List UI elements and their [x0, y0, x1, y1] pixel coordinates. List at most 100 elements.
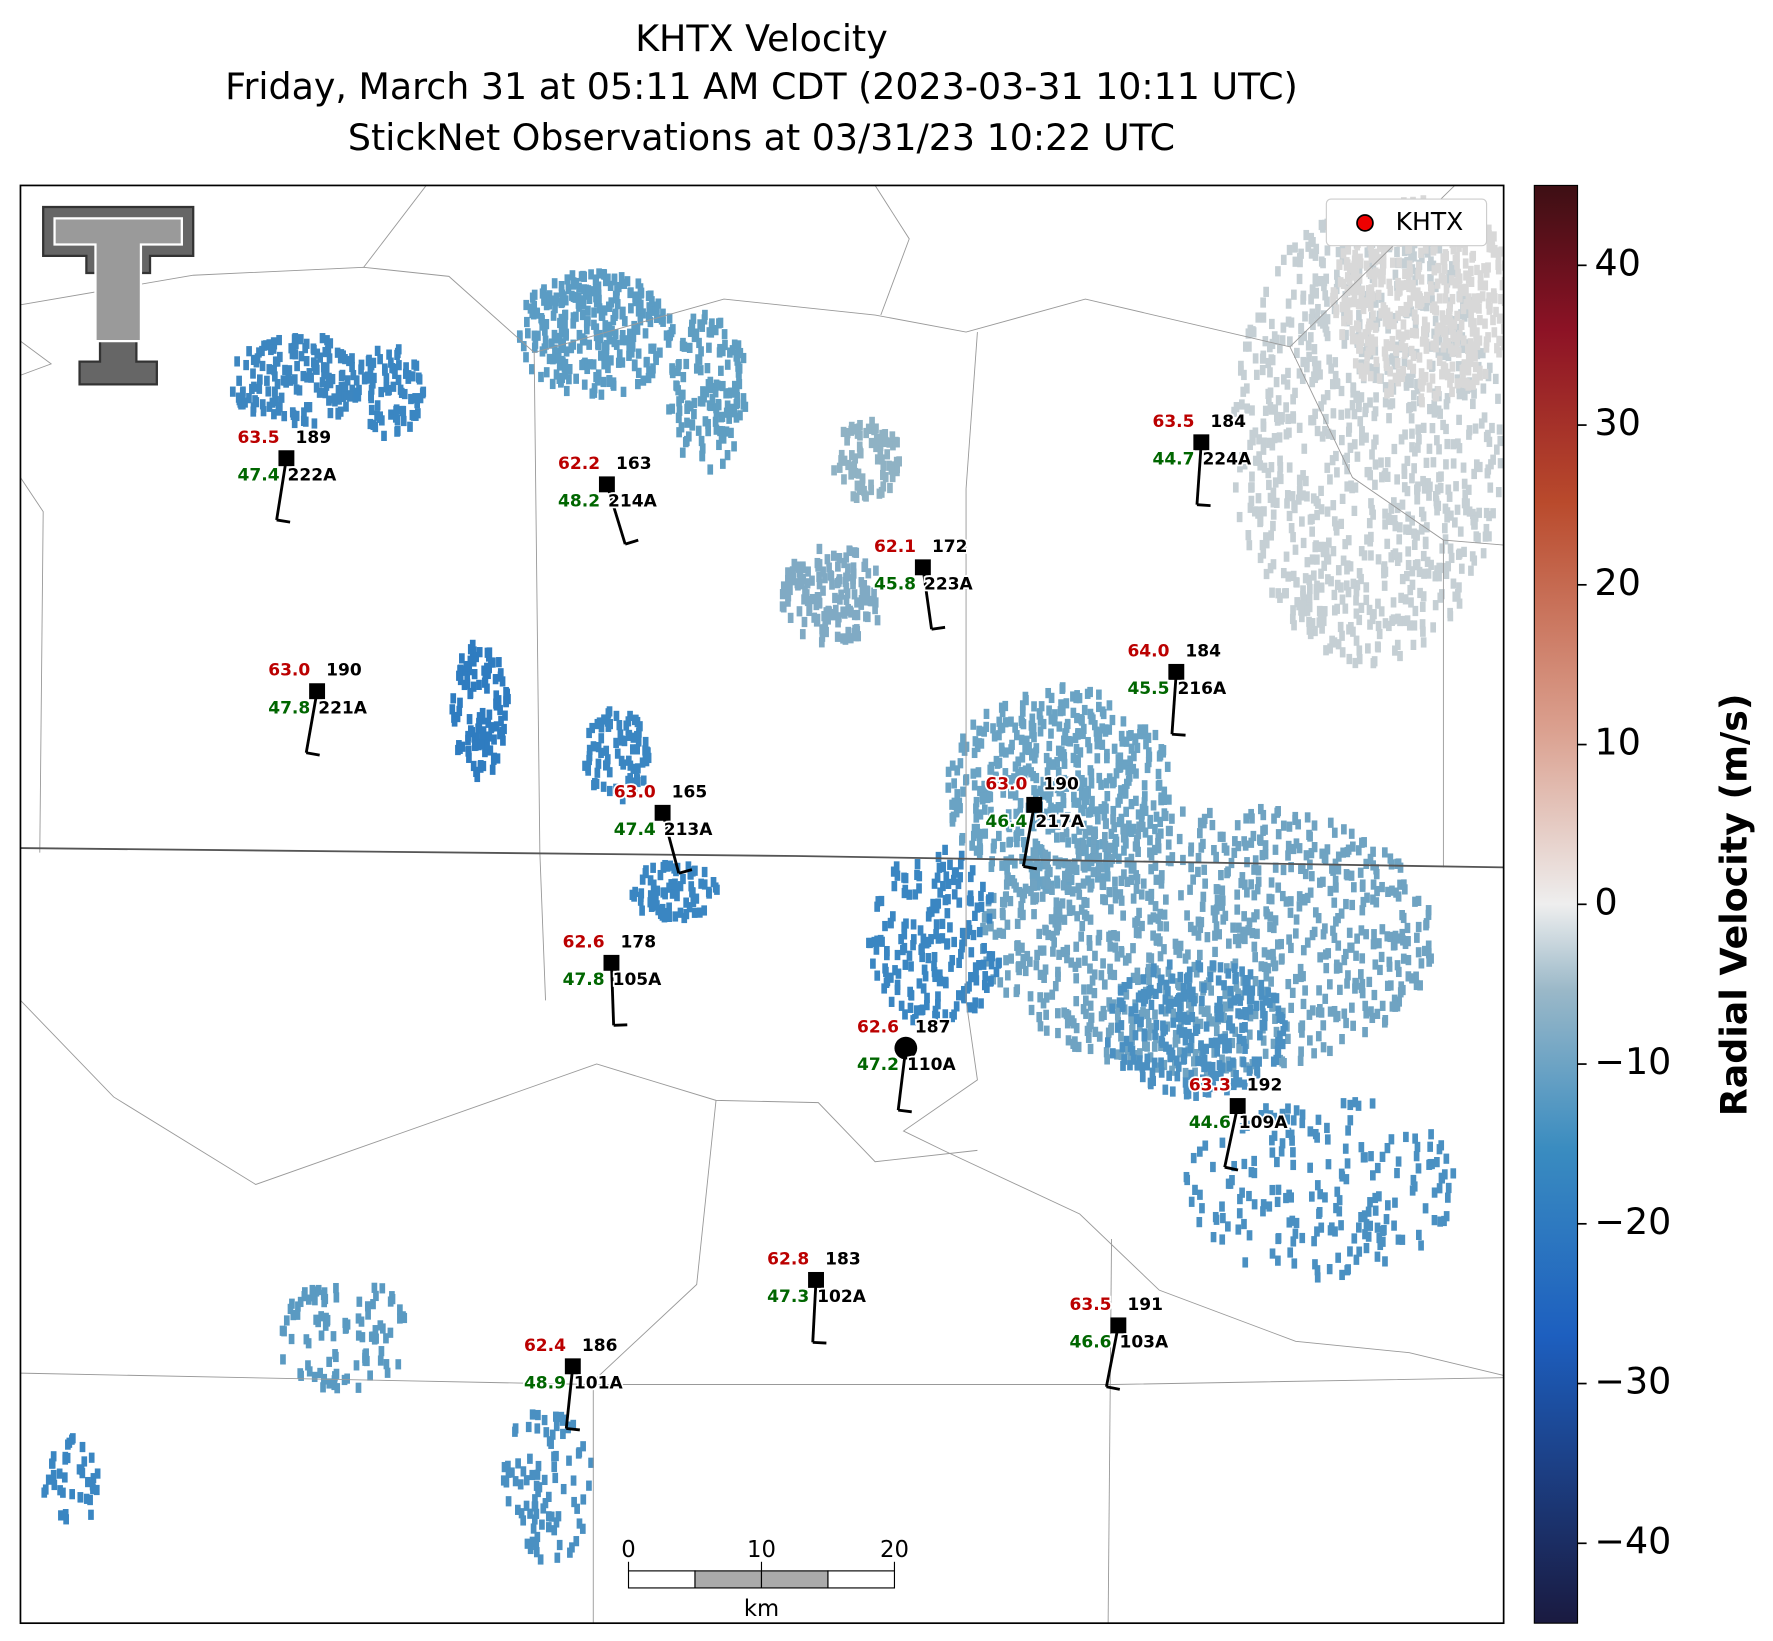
echo [1166, 855, 1172, 865]
echo [1353, 358, 1359, 368]
echo [1111, 930, 1117, 940]
echo [1137, 729, 1143, 739]
echo [1299, 612, 1305, 622]
echo [1181, 1054, 1187, 1064]
echo [1495, 394, 1501, 404]
dewpoint: 44.7 [1152, 449, 1194, 469]
echo [1061, 752, 1067, 762]
echo [1258, 980, 1264, 990]
echo [503, 696, 509, 706]
echo [680, 448, 686, 458]
echo [493, 690, 499, 700]
echo [368, 391, 374, 401]
echo [1321, 616, 1327, 626]
echo [1359, 286, 1365, 296]
echo [701, 905, 707, 915]
echo [1264, 569, 1270, 579]
echo [1379, 606, 1385, 616]
echo [1442, 1169, 1448, 1179]
echo [1374, 886, 1380, 896]
echo [1284, 552, 1290, 562]
echo [1291, 844, 1297, 854]
echo [1046, 757, 1052, 767]
echo [334, 1383, 340, 1393]
echo [1301, 538, 1307, 548]
wind-barb [566, 1366, 573, 1428]
echo [934, 903, 940, 913]
echo [685, 400, 691, 410]
echo [598, 748, 604, 758]
echo [1351, 1233, 1357, 1243]
echo [1315, 426, 1321, 436]
echo [1367, 1197, 1373, 1207]
wind-direction: 184 [1210, 412, 1246, 432]
echo [1028, 886, 1034, 896]
echo [617, 349, 623, 359]
echo [631, 764, 637, 774]
echo [1242, 985, 1248, 995]
echo [1316, 985, 1322, 995]
echo [1347, 943, 1353, 953]
echo [1324, 297, 1330, 307]
echo [1373, 392, 1379, 402]
echo [1249, 1167, 1255, 1177]
echo [1345, 1125, 1351, 1135]
echo [1326, 537, 1332, 547]
echo [819, 637, 825, 647]
dewpoint: 45.5 [1127, 679, 1169, 699]
echo [1049, 693, 1055, 703]
echo [490, 765, 496, 775]
echo [286, 365, 292, 375]
echo [1029, 720, 1035, 730]
echo [882, 921, 888, 931]
echo [304, 1334, 310, 1344]
echo [835, 561, 841, 571]
echo [1287, 822, 1293, 832]
echo [1270, 949, 1276, 959]
echo [1423, 1203, 1429, 1213]
echo [874, 971, 880, 981]
echo [1260, 1020, 1266, 1030]
echo [1373, 459, 1379, 469]
echo [1482, 319, 1488, 329]
station-id: 217A [1035, 812, 1085, 832]
echo [1354, 636, 1360, 646]
echo [565, 274, 571, 284]
echo [1307, 1163, 1313, 1173]
echo [1464, 498, 1470, 508]
echo [412, 393, 418, 403]
echo [1275, 1197, 1281, 1207]
echo [1404, 571, 1410, 581]
echo [1286, 934, 1292, 944]
echo [1463, 258, 1469, 268]
echo [1426, 957, 1432, 967]
echo [831, 465, 837, 475]
echo [951, 778, 957, 788]
echo [1159, 878, 1165, 888]
echo [1391, 614, 1397, 624]
echo [1366, 1207, 1372, 1217]
echo [332, 1349, 338, 1359]
echo [1422, 946, 1428, 956]
echo [1240, 872, 1246, 882]
echo [1074, 690, 1080, 700]
echo [956, 798, 962, 808]
echo [1367, 397, 1373, 407]
echo [918, 1005, 924, 1015]
echo [1414, 933, 1420, 943]
echo [1340, 594, 1346, 604]
echo [1260, 810, 1266, 820]
echo [1409, 473, 1415, 483]
echo [1243, 813, 1249, 823]
echo [1142, 791, 1148, 801]
echo [1251, 865, 1257, 875]
echo [1179, 1028, 1185, 1038]
echo [1091, 867, 1097, 877]
echo [292, 418, 298, 428]
echo [1346, 373, 1352, 383]
echo [1374, 357, 1380, 367]
echo [1266, 1201, 1272, 1211]
echo [1071, 1018, 1077, 1028]
echo [1449, 387, 1455, 397]
